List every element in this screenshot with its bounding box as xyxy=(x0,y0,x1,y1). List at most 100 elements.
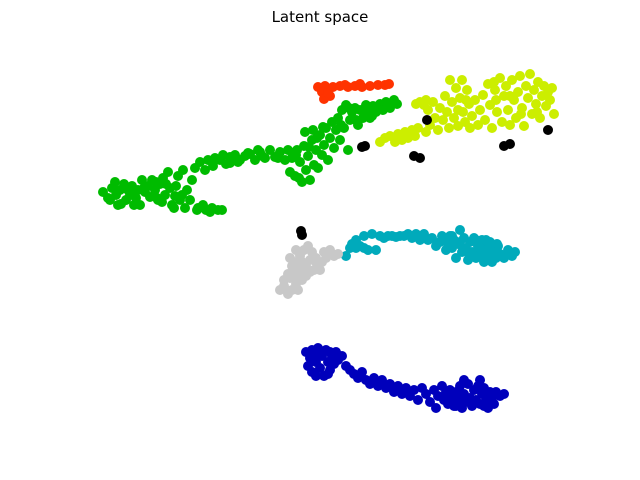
scatter-point xyxy=(315,265,325,275)
scatter-point xyxy=(505,120,515,130)
scatter-point xyxy=(467,111,477,121)
scatter-point xyxy=(283,145,293,155)
scatter-point xyxy=(445,75,455,85)
scatter-point xyxy=(492,239,502,249)
scatter-point xyxy=(289,257,299,267)
scatter-point xyxy=(311,257,321,267)
series-6 xyxy=(296,115,553,240)
scatter-point xyxy=(437,231,447,241)
scatter-point xyxy=(300,127,310,137)
scatter-point xyxy=(291,150,301,160)
scatter-point xyxy=(384,79,394,89)
scatter-point xyxy=(481,235,491,245)
scatter-point xyxy=(490,85,500,95)
scatter-point xyxy=(421,95,431,105)
scatter-point xyxy=(457,75,467,85)
scatter-point xyxy=(427,233,437,243)
scatter-point xyxy=(433,125,443,135)
scatter-point xyxy=(313,163,323,173)
scatter-point xyxy=(422,115,432,125)
scatter-point xyxy=(308,125,318,135)
scatter-point xyxy=(503,105,513,115)
scatter-point xyxy=(521,81,531,91)
scatter-point xyxy=(303,151,313,161)
scatter-point xyxy=(492,107,502,117)
scatter-point xyxy=(479,401,489,411)
scatter-point xyxy=(478,90,488,100)
scatter-point xyxy=(510,247,520,257)
scatter-point xyxy=(163,167,173,177)
scatter-point xyxy=(185,195,195,205)
scatter-point xyxy=(336,120,346,130)
scatter-point xyxy=(297,230,307,240)
series-5 xyxy=(301,343,509,413)
scatter-point xyxy=(507,75,517,85)
scatter-point xyxy=(451,83,461,93)
scatter-point xyxy=(152,193,162,203)
scatter-point xyxy=(367,111,377,121)
scatter-point xyxy=(465,251,475,261)
scatter-point xyxy=(499,253,509,263)
scatter-point xyxy=(311,371,321,381)
scatter-point xyxy=(195,157,205,167)
scatter-point xyxy=(293,285,303,295)
scatter-point xyxy=(243,148,253,158)
scatter-point xyxy=(341,251,351,261)
scatter-point xyxy=(545,95,555,105)
scatter-point xyxy=(461,95,471,105)
scatter-point xyxy=(129,200,139,210)
scatter-point xyxy=(340,80,350,90)
scatter-point xyxy=(351,115,361,125)
scatter-point xyxy=(430,113,440,123)
scatter-point xyxy=(471,235,481,245)
scatter-point xyxy=(344,103,354,113)
series-1 xyxy=(98,95,402,217)
scatter-point xyxy=(410,131,420,141)
scatter-point xyxy=(462,85,472,95)
scatter-point xyxy=(307,345,317,355)
scatter-point xyxy=(273,153,283,163)
scatter-point xyxy=(431,403,441,413)
scatter-point xyxy=(409,385,419,395)
scatter-point xyxy=(385,379,395,389)
scatter-point xyxy=(137,175,147,185)
scatter-point xyxy=(180,203,190,213)
scatter-point xyxy=(323,155,333,165)
scatter-point xyxy=(499,389,509,399)
scatter-point xyxy=(312,133,322,143)
scatter-point xyxy=(470,95,480,105)
scatter-point xyxy=(365,81,375,91)
scatter-point xyxy=(359,231,369,241)
scatter-point xyxy=(491,95,501,105)
points-layer xyxy=(98,69,559,413)
scatter-point xyxy=(480,115,490,125)
scatter-point xyxy=(485,245,495,255)
scatter-point xyxy=(319,140,329,150)
series-2 xyxy=(375,69,559,147)
scatter-point xyxy=(253,145,263,155)
scatter-point xyxy=(393,381,403,391)
scatter-point xyxy=(367,229,377,239)
scatter-point xyxy=(449,113,459,123)
scatter-point xyxy=(373,80,383,90)
scatter-point xyxy=(525,69,535,79)
scatter-point xyxy=(455,225,465,235)
scatter-point xyxy=(473,120,483,130)
scatter-point xyxy=(178,165,188,175)
scatter-point xyxy=(318,122,328,132)
scatter-point xyxy=(415,153,425,163)
scatter-point xyxy=(547,83,557,93)
series-3 xyxy=(341,225,520,267)
scatter-point xyxy=(513,87,523,97)
scatter-point xyxy=(294,173,304,183)
scatter-point xyxy=(505,91,515,101)
chart-title: Latent space xyxy=(272,8,369,26)
scatter-point xyxy=(333,249,343,259)
scatter-point xyxy=(161,179,171,189)
scatter-point xyxy=(413,123,423,133)
scatter-point xyxy=(447,231,457,241)
scatter-point xyxy=(377,375,387,385)
scatter-point xyxy=(505,139,515,149)
series-4 xyxy=(275,241,343,299)
scatter-point xyxy=(442,107,452,117)
